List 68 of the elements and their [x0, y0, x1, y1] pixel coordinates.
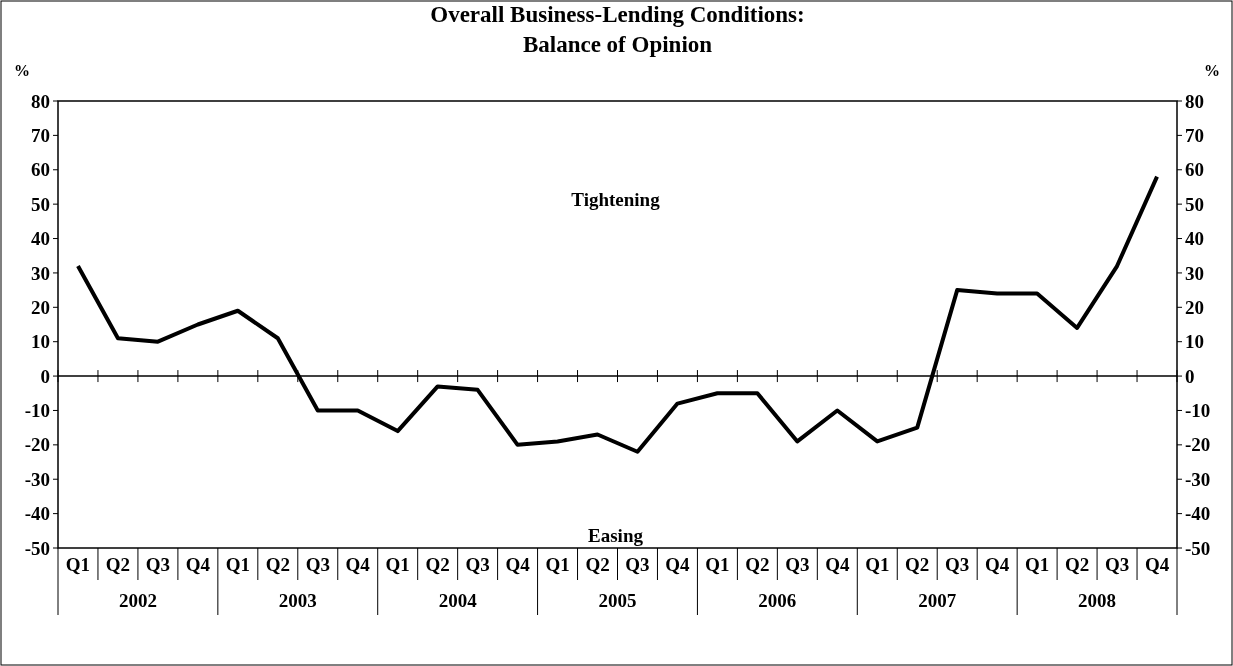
x-tick-label: Q3	[945, 553, 970, 575]
x-tick-label: Q4	[185, 553, 211, 575]
y-tick-label: 30	[31, 262, 50, 284]
x-tick-label: Q2	[585, 553, 610, 575]
text: 2006	[758, 589, 797, 611]
y-tick-label: 0	[40, 365, 50, 387]
text: 2008	[1078, 589, 1117, 611]
x-tick-label: Q1	[65, 553, 91, 575]
x-tick-label: Q3	[465, 553, 490, 575]
x-tick-label: Q3	[1104, 553, 1130, 575]
x-tick-label: Q4	[985, 553, 1010, 575]
x-tick-label: Q4	[345, 553, 371, 575]
y2-tick-label: 70	[1185, 125, 1204, 147]
y-tick-label: 50	[31, 193, 50, 215]
text: 2005	[598, 589, 637, 611]
y2-tick-label: 50	[1185, 193, 1204, 215]
x-tick-label: Q2	[745, 553, 770, 575]
y-tick-label: -30	[24, 468, 50, 490]
text: 2004	[438, 589, 478, 611]
x-tick-label: Q4	[825, 553, 850, 575]
y-tick-label: -20	[24, 434, 50, 456]
text: 2002	[118, 589, 157, 611]
y-axis-title: %	[14, 62, 30, 79]
chart-title: Overall Business-Lending Conditions: Balance of Opinion	[430, 2, 805, 57]
y-tick-label: -10	[24, 400, 50, 422]
y-tick-label: 10	[31, 331, 50, 353]
y2-tick-label: 30	[1185, 262, 1204, 284]
x-tick-label: Q1	[1024, 553, 1050, 575]
x-tick-label: Q2	[105, 553, 131, 575]
x-tick-label: Q1	[225, 553, 250, 575]
x-tick-label: Q1	[545, 553, 570, 575]
y2-tick-label: 80	[1185, 90, 1204, 112]
y-tick-label: -50	[24, 537, 50, 559]
y2-tick-label: 0	[1185, 365, 1195, 387]
x-tick-label: Q3	[625, 553, 650, 575]
x-tick-label: Q4	[665, 553, 691, 575]
x-tick-label: Q2	[425, 553, 450, 575]
y2-tick-label: -10	[1185, 400, 1211, 422]
y2-axis-title: %	[1204, 62, 1220, 79]
x-tick-label: Q4	[505, 553, 531, 575]
x-tick-label: Q2	[905, 553, 930, 575]
annotation: Easing	[588, 524, 644, 546]
x-tick-label: Q3	[145, 553, 171, 575]
text: 2003	[278, 589, 317, 611]
y-tick-label: 40	[31, 228, 50, 250]
x-tick-label: Q4	[1144, 553, 1170, 575]
x-tick-label: Q2	[265, 553, 290, 575]
y2-tick-label: 20	[1185, 296, 1204, 318]
text: 2007	[918, 589, 957, 611]
y2-tick-label: 10	[1185, 331, 1204, 353]
x-tick-label: Q3	[785, 553, 810, 575]
annotation: Tightening	[571, 188, 661, 210]
y2-tick-label: -20	[1185, 434, 1211, 456]
y2-tick-label: -40	[1185, 503, 1211, 525]
y2-tick-label: 40	[1185, 228, 1204, 250]
x-tick-label: Q1	[865, 553, 890, 575]
y2-tick-label: 60	[1185, 159, 1204, 181]
y2-tick-label: -30	[1185, 468, 1211, 490]
y-tick-label: 20	[31, 296, 50, 318]
y-tick-label: 80	[31, 90, 50, 112]
x-tick-label: Q2	[1064, 553, 1090, 575]
x-tick-label: Q3	[305, 553, 330, 575]
y-tick-label: -40	[24, 503, 50, 525]
x-tick-label: Q1	[705, 553, 730, 575]
y-tick-label: 70	[31, 125, 50, 147]
y-tick-label: 60	[31, 159, 50, 181]
y2-tick-label: -50	[1185, 537, 1211, 559]
x-tick-label: Q1	[385, 553, 410, 575]
